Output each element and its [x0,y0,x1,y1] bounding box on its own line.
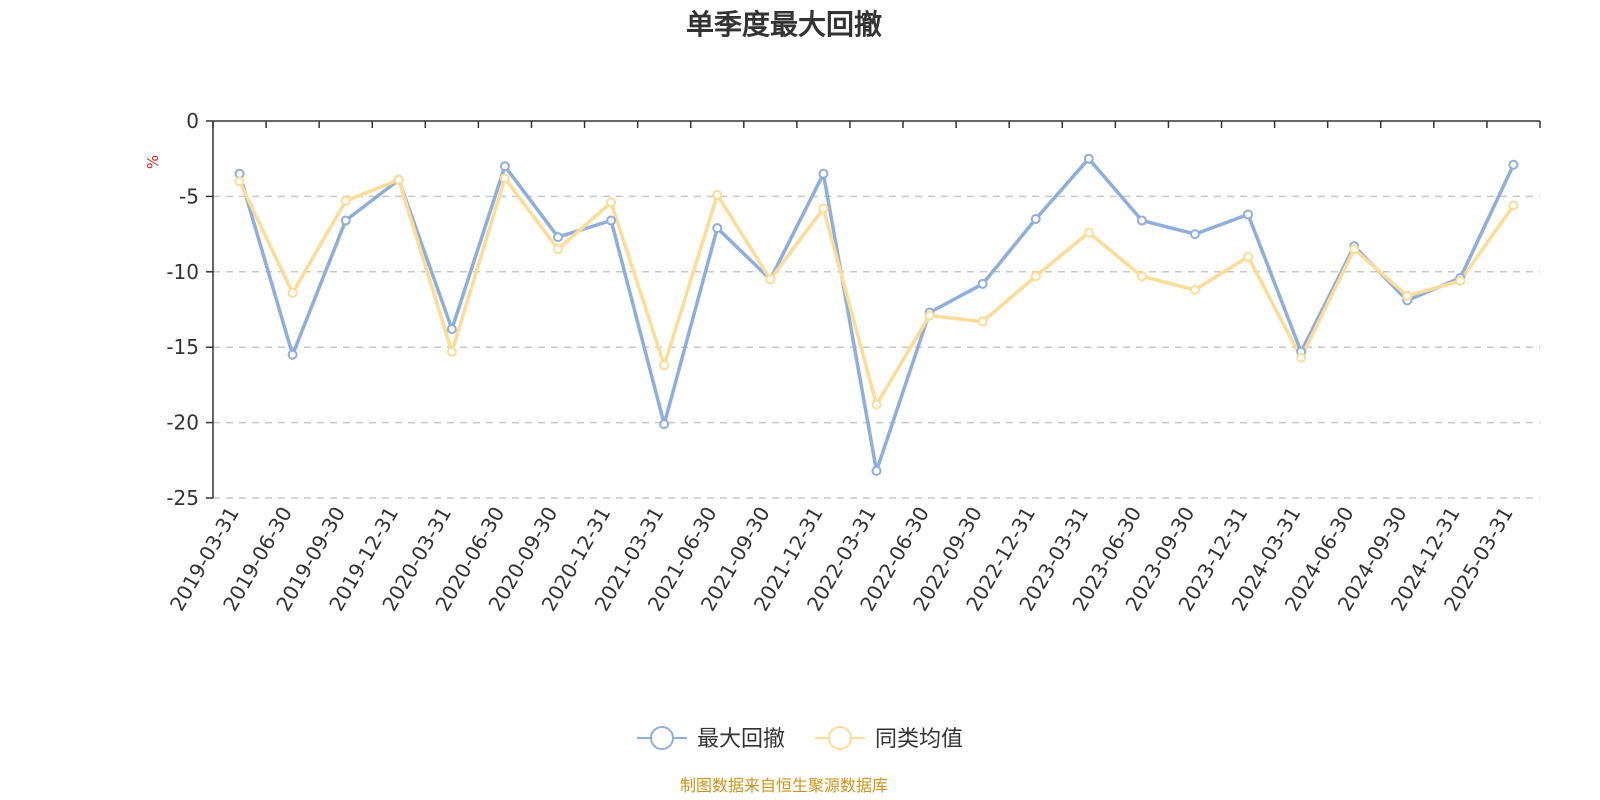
y-tick-label: 0 [186,109,199,133]
data-point-1 [712,223,723,234]
data-point-2 [1508,200,1519,211]
axes [212,120,1540,498]
series-group [234,153,1519,476]
y-tick-label: -20 [166,411,199,435]
x-axis-ticks: 2019-03-312019-06-302019-09-302019-12-31… [165,121,1541,615]
data-point-2 [499,173,510,184]
data-point-2 [553,244,564,255]
y-axis-ticks: 0 -5 -10 -15 -20 -25 [166,109,213,510]
data-point-1 [1189,229,1200,240]
legend-marker-icon [650,726,674,750]
data-point-1 [340,215,351,226]
data-point-2 [1243,251,1254,262]
data-point-1 [1508,159,1519,170]
data-point-2 [765,274,776,285]
data-point-2 [1455,275,1466,286]
legend[interactable]: 最大回撤 同类均值 [637,726,963,752]
y-tick-label: -5 [179,184,199,208]
series-line-2 [237,176,1515,407]
data-point-2 [393,174,404,185]
data-point-1 [287,349,298,360]
data-point-1 [553,232,564,243]
data-point-1 [606,215,617,226]
data-point-2 [234,176,245,187]
legend-item-2[interactable]: 同类均值 [815,726,963,752]
y-tick-label: -15 [166,335,199,359]
legend-marker-icon [828,726,852,750]
data-point-2 [606,197,617,208]
legend-label: 最大回撤 [697,727,785,752]
data-point-2 [446,346,457,357]
data-point-2 [1030,271,1041,282]
data-point-1 [659,419,670,430]
data-point-2 [871,399,882,410]
source-note: 制图数据来自恒生聚源数据库 [680,776,888,795]
data-point-2 [1189,284,1200,295]
data-point-2 [1296,352,1307,363]
data-point-1 [1243,209,1254,220]
data-point-1 [1083,153,1094,164]
data-point-2 [1349,244,1360,255]
data-point-1 [446,324,457,335]
y-axis-unit: % [144,155,162,169]
data-point-2 [818,203,829,214]
data-point-2 [340,195,351,206]
chart-title: 单季度最大回撤 [686,8,882,41]
data-point-1 [871,465,882,476]
legend-item-1[interactable]: 最大回撤 [637,726,785,752]
data-point-2 [924,310,935,321]
data-point-2 [1402,290,1413,301]
data-point-2 [712,189,723,200]
data-point-1 [1030,214,1041,225]
data-point-1 [977,278,988,289]
data-point-1 [818,168,829,179]
data-point-2 [1136,271,1147,282]
data-point-2 [659,360,670,371]
data-point-1 [1136,215,1147,226]
legend-label: 同类均值 [875,727,963,752]
grid-lines [213,195,1540,499]
data-point-2 [977,316,988,327]
data-point-2 [287,287,298,298]
y-tick-label: -25 [166,486,199,510]
data-point-2 [1083,227,1094,238]
data-point-1 [499,161,510,172]
y-tick-label: -10 [166,260,199,284]
